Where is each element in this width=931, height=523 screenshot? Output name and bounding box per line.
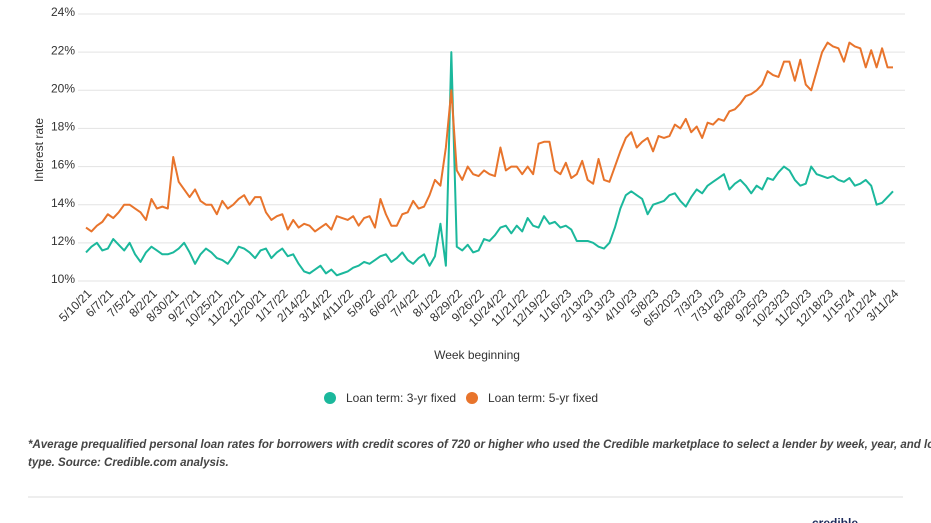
- y-tick-label: 20%: [51, 81, 75, 95]
- y-axis-label: Interest rate: [32, 118, 46, 182]
- footnote: *Average prequalified personal loan rate…: [28, 439, 931, 451]
- y-tick-label: 12%: [51, 234, 75, 248]
- x-axis-label: Week beginning: [434, 348, 520, 362]
- y-tick-label: 10%: [51, 272, 75, 286]
- legend-marker: [324, 392, 336, 404]
- series-line: [85, 51, 894, 277]
- legend-marker: [466, 392, 478, 404]
- footnote: type. Source: Credible.com analysis.: [28, 457, 229, 469]
- y-tick-label: 18%: [51, 120, 75, 134]
- series-line: [85, 41, 893, 233]
- logo: credible: [812, 516, 858, 523]
- y-tick-label: 24%: [51, 5, 75, 19]
- legend-label: Loan term: 5-yr fixed: [488, 391, 598, 405]
- legend-label: Loan term: 3-yr fixed: [346, 391, 456, 405]
- y-tick-label: 14%: [51, 196, 75, 210]
- y-tick-label: 16%: [51, 158, 75, 172]
- y-tick-label: 22%: [51, 43, 75, 57]
